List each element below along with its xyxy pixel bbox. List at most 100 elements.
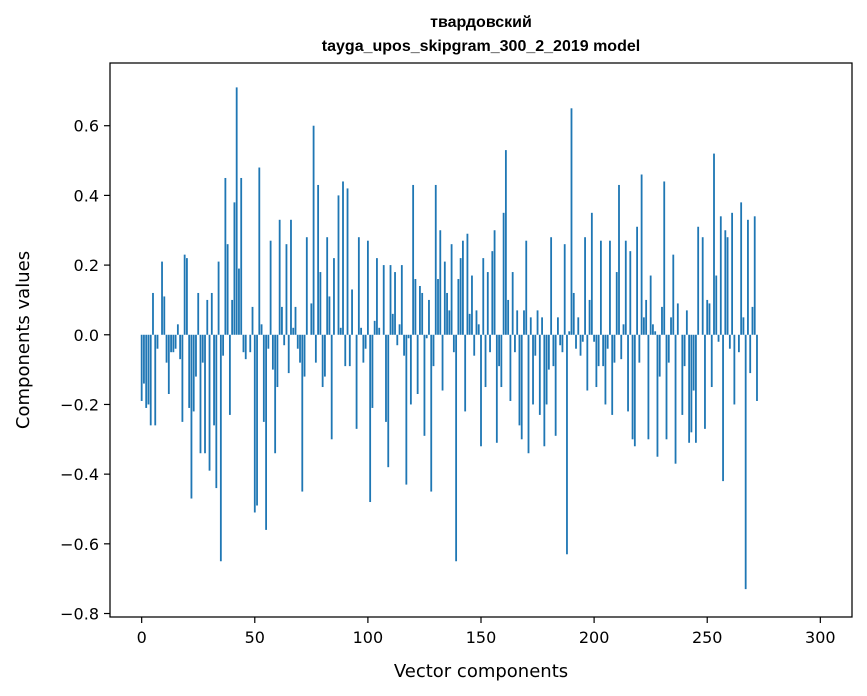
bar-19 bbox=[183, 254, 186, 335]
bar-209 bbox=[613, 334, 616, 363]
bar-184 bbox=[557, 317, 559, 335]
bar-63 bbox=[283, 334, 286, 346]
bar-25 bbox=[197, 292, 200, 335]
bar-26 bbox=[199, 334, 202, 454]
y-tick-label: −0.2 bbox=[60, 395, 99, 414]
bar-173 bbox=[532, 334, 534, 405]
y-tick-label: 0.2 bbox=[74, 256, 99, 275]
bar-22 bbox=[190, 334, 193, 499]
bar-84 bbox=[330, 334, 333, 440]
bar-43 bbox=[238, 268, 240, 335]
bar-115 bbox=[400, 265, 403, 335]
bar-99 bbox=[364, 334, 367, 349]
bar-39 bbox=[228, 334, 231, 415]
y-axis: −0.8 −0.6 −0.4 −0.2 0.0 0.2 0.4 0.6 bbox=[60, 117, 110, 624]
bar-150 bbox=[480, 334, 482, 447]
bar-255 bbox=[717, 334, 720, 342]
bar-218 bbox=[633, 334, 636, 447]
bar-153 bbox=[486, 272, 489, 335]
x-tick-label: 150 bbox=[466, 628, 497, 647]
bar-132 bbox=[439, 230, 442, 335]
bar-194 bbox=[579, 334, 582, 356]
bar-271 bbox=[753, 216, 756, 335]
bar-222 bbox=[642, 317, 645, 335]
bar-57 bbox=[269, 240, 272, 335]
bar-3 bbox=[147, 334, 150, 405]
bar-83 bbox=[328, 296, 331, 335]
bar-249 bbox=[704, 334, 706, 429]
bar-252 bbox=[710, 334, 713, 388]
bar-54 bbox=[262, 334, 265, 422]
bar-198 bbox=[588, 299, 591, 335]
bar-29 bbox=[206, 299, 209, 335]
chart-title: твардовский bbox=[430, 14, 532, 31]
bar-272 bbox=[756, 334, 758, 401]
bar-125 bbox=[423, 334, 426, 436]
bar-98 bbox=[362, 334, 365, 363]
bar-268 bbox=[747, 219, 749, 335]
bar-244 bbox=[692, 334, 695, 391]
bar-174 bbox=[534, 334, 537, 356]
bar-9 bbox=[161, 261, 163, 335]
bar-105 bbox=[378, 327, 381, 335]
bar-144 bbox=[466, 233, 469, 335]
y-tick-label: 0.0 bbox=[74, 326, 99, 345]
bar-210 bbox=[615, 272, 618, 335]
bar-155 bbox=[491, 251, 494, 335]
bar-166 bbox=[516, 310, 519, 335]
bar-154 bbox=[489, 334, 491, 353]
bar-197 bbox=[586, 334, 589, 391]
bar-17 bbox=[179, 334, 182, 360]
bar-30 bbox=[208, 334, 211, 471]
bar-180 bbox=[547, 334, 550, 370]
bar-152 bbox=[484, 334, 487, 388]
bar-121 bbox=[414, 279, 417, 335]
bar-70 bbox=[299, 334, 301, 363]
bar-103 bbox=[373, 320, 376, 335]
bar-237 bbox=[676, 303, 679, 335]
bar-51 bbox=[256, 334, 258, 506]
bar-61 bbox=[278, 219, 281, 335]
bar-208 bbox=[611, 334, 614, 415]
bar-216 bbox=[629, 251, 632, 335]
bar-196 bbox=[584, 237, 586, 335]
bar-76 bbox=[312, 125, 315, 335]
bar-179 bbox=[545, 334, 548, 405]
y-tick-label: −0.4 bbox=[60, 465, 99, 484]
bar-4 bbox=[149, 334, 152, 426]
bar-113 bbox=[396, 334, 399, 346]
bar-172 bbox=[529, 317, 532, 335]
bar-266 bbox=[742, 317, 745, 335]
bar-78 bbox=[317, 184, 320, 335]
bar-206 bbox=[606, 334, 609, 349]
bar-256 bbox=[719, 216, 722, 335]
bar-6 bbox=[154, 334, 157, 426]
bar-56 bbox=[267, 334, 270, 349]
bar-187 bbox=[563, 244, 566, 335]
bar-167 bbox=[518, 334, 521, 426]
bar-117 bbox=[405, 334, 408, 485]
bar-36 bbox=[222, 334, 225, 356]
bar-50 bbox=[253, 334, 256, 513]
bar-68 bbox=[294, 306, 297, 335]
bar-217 bbox=[631, 334, 634, 440]
bar-134 bbox=[443, 261, 446, 335]
bar-182 bbox=[552, 334, 555, 367]
y-tick-label: −0.8 bbox=[60, 605, 99, 624]
bar-164 bbox=[511, 272, 514, 335]
bar-52 bbox=[258, 167, 261, 335]
bar-241 bbox=[685, 310, 688, 335]
bar-114 bbox=[398, 324, 401, 335]
y-tick-label: 0.6 bbox=[74, 117, 99, 136]
bar-203 bbox=[599, 240, 602, 335]
bar-79 bbox=[319, 272, 322, 335]
bar-147 bbox=[473, 334, 476, 356]
bar-242 bbox=[688, 334, 691, 443]
chart-subtitle: tayga_upos_skipgram_300_2_2019 model bbox=[322, 38, 640, 55]
bar-44 bbox=[240, 177, 243, 335]
bar-40 bbox=[231, 299, 234, 335]
bar-186 bbox=[561, 334, 564, 353]
bar-53 bbox=[260, 324, 263, 335]
bar-14 bbox=[172, 334, 175, 353]
bar-58 bbox=[271, 334, 274, 370]
